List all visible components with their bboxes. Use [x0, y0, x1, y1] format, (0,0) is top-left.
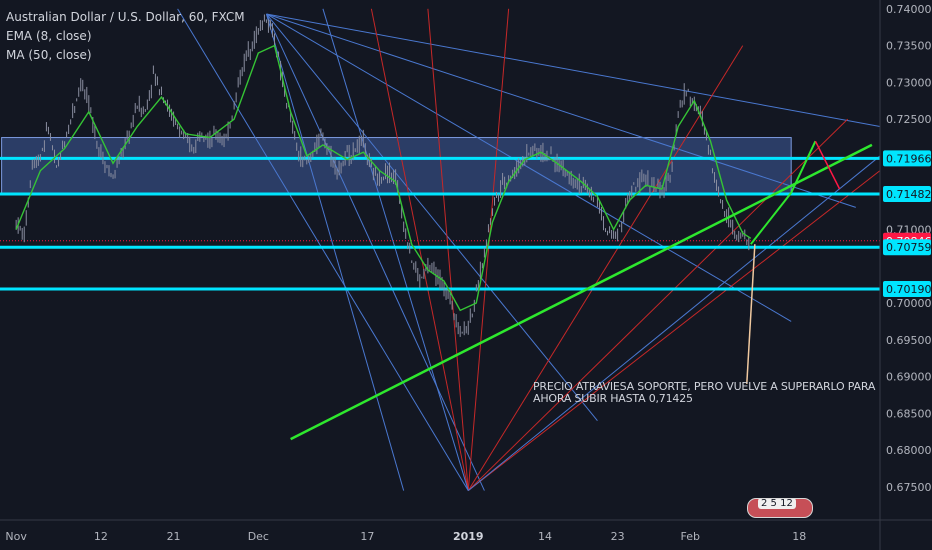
price-tick-label: 0.68500 [886, 407, 932, 420]
trendline-layer [290, 140, 873, 441]
time-tick-label: 17 [360, 530, 374, 543]
annotation-line-2: AHORA SUBIR HASTA 0,71425 [533, 392, 693, 405]
fan-line-blue-2 [467, 155, 881, 491]
price-tick-label: 0.69500 [886, 334, 932, 347]
ema-line [15, 44, 752, 312]
price-tick-label: 0.73000 [886, 76, 932, 89]
fan-line-red-0 [370, 8, 469, 491]
price-tag-bg [883, 281, 931, 298]
event-badge: 2 5 12 [758, 499, 796, 509]
us-event-flag-icon[interactable]: 2 5 12 [747, 498, 813, 518]
time-tick-label: 12 [94, 530, 108, 543]
time-tick-label: 14 [538, 530, 552, 543]
fan-line-top-5 [265, 13, 405, 491]
fan-line-top-1 [266, 13, 856, 208]
price-tick-label: 0.71966 [886, 152, 932, 165]
time-tick-label: 18 [792, 530, 806, 543]
price-tag-bg [883, 239, 931, 256]
fan-line-red-1 [427, 8, 469, 491]
time-tick-label: 23 [611, 530, 625, 543]
fan-line-red-2 [467, 8, 510, 491]
green-trendline [290, 143, 873, 441]
time-tick-label: 21 [167, 530, 181, 543]
fan-line-red-5 [467, 170, 881, 491]
annotation-text[interactable]: PRECIO ATRAVIESA SOPORTE, PERO VUELVE A … [533, 381, 875, 405]
ma-legend: MA (50, close) [6, 48, 92, 62]
chart-legend: Australian Dollar / U.S. Dollar, 60, FXC… [6, 8, 245, 65]
time-tick-label: Feb [681, 530, 700, 543]
ema-layer [15, 44, 752, 312]
time-tick-label: Dec [248, 530, 269, 543]
ema-legend: EMA (8, close) [6, 29, 92, 43]
price-tick-label: 0.67500 [886, 481, 932, 494]
price-tag-bg [883, 150, 931, 167]
fan-line-blue-1 [322, 8, 469, 491]
time-tick-label: 2019 [453, 530, 484, 543]
price-axis-layer: 0.74000 0.73500 0.73000 0.72500 0.71966 0.714… [879, 0, 932, 550]
fan-line-top-0 [266, 13, 881, 127]
price-tick-label: 0.71482 [886, 188, 932, 201]
price-tick-label: 0.69000 [886, 371, 932, 384]
projection-leg-2 [790, 140, 817, 194]
annotation-line-1: PRECIO ATRAVIESA SOPORTE, PERO VUELVE A … [533, 380, 876, 393]
price-tick-label: 0.70000 [886, 297, 932, 310]
price-tick-label: 0.68000 [886, 444, 932, 457]
fan-line-red-4 [467, 118, 849, 491]
fan-lines-layer [177, 8, 881, 491]
price-tick-label: 0.74000 [886, 3, 932, 16]
price-axis-bg [880, 0, 932, 550]
price-tick-label: 0.70190 [886, 283, 932, 296]
fan-line-top-3 [266, 13, 598, 422]
symbol-title: Australian Dollar / U.S. Dollar, 60, FXC… [6, 10, 245, 24]
fan-line-red-3 [467, 45, 744, 491]
price-tick-label: 0.70759 [886, 241, 932, 254]
annotation-arrow [746, 244, 756, 384]
projection-leg-1 [750, 192, 792, 245]
time-tick-label: Nov [5, 530, 27, 543]
price-tick-label: 0.73500 [886, 40, 932, 53]
fan-line-top-4 [265, 13, 485, 491]
fan-line-top-2 [266, 13, 792, 322]
fan-line-blue-0 [177, 8, 469, 491]
projection-leg-down [814, 140, 841, 190]
price-tick-label: 0.72500 [886, 113, 932, 126]
price-tag-bg [883, 186, 931, 203]
time-axis-layer: Nov 12 21 Dec 17 2019 14 23 Feb 18 [0, 519, 932, 543]
